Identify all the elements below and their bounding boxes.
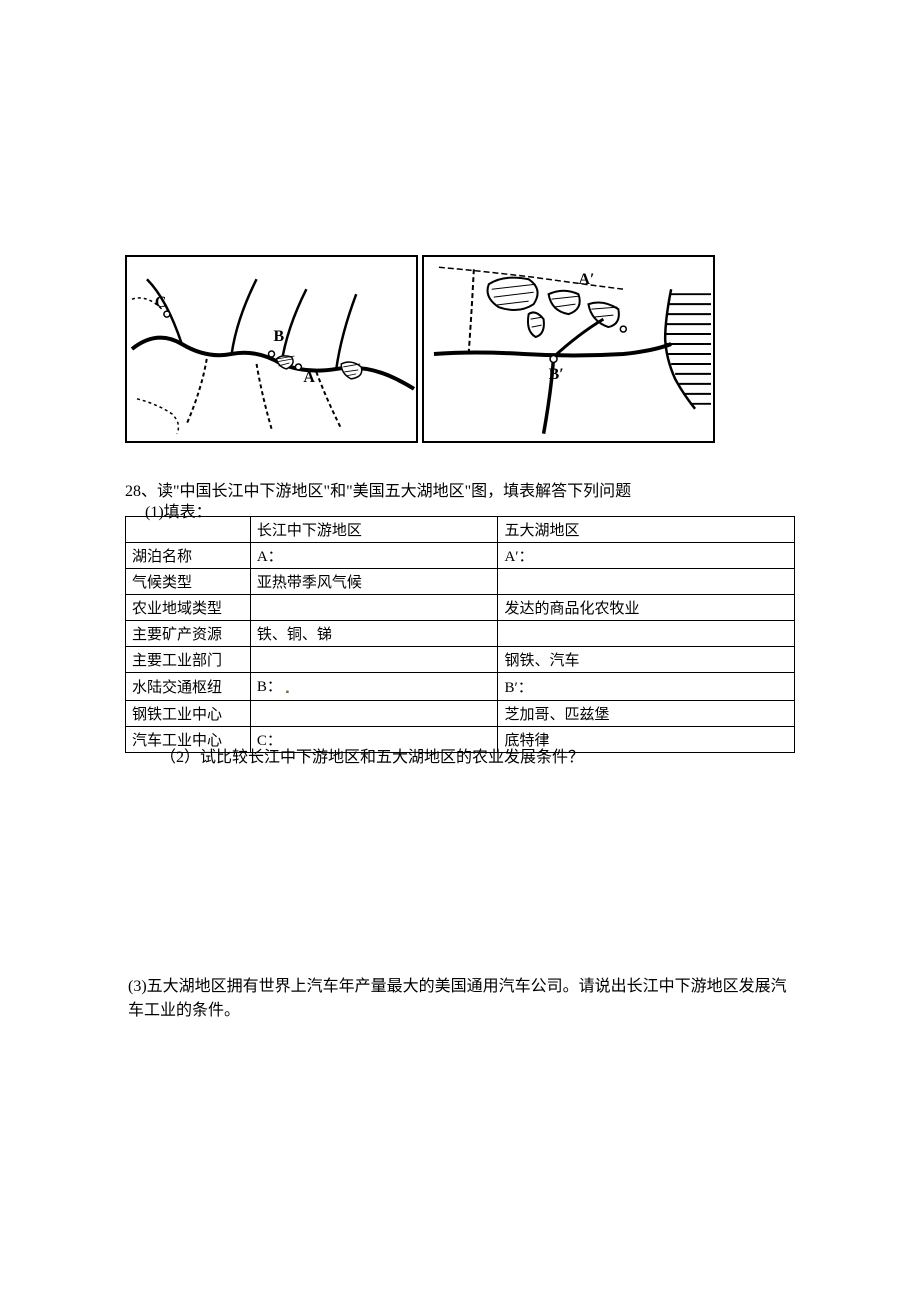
row-col3: A′： xyxy=(498,543,795,569)
map-label-a-prime: A′ xyxy=(578,271,594,288)
table-header-row: 长江中下游地区 五大湖地区 xyxy=(126,517,795,543)
map-label-b-prime: B′ xyxy=(549,366,564,383)
map-left-svg: C B A xyxy=(127,257,416,441)
row-label: 主要矿产资源 xyxy=(126,621,251,647)
header-col3: 五大湖地区 xyxy=(498,517,795,543)
table-row: 主要矿产资源 铁、铜、锑 xyxy=(126,621,795,647)
map-right-greatlakes: A′ B′ xyxy=(422,255,715,443)
table-row: 水陆交通枢纽 B： ▪ B′： xyxy=(126,673,795,701)
map-right-svg: A′ B′ xyxy=(424,257,713,441)
row-col2: B： ▪ xyxy=(250,673,498,701)
row-label: 湖泊名称 xyxy=(126,543,251,569)
comparison-table: 长江中下游地区 五大湖地区 湖泊名称 A： A′： 气候类型 亚热带季风气候 农… xyxy=(125,516,795,753)
row-col3 xyxy=(498,621,795,647)
row-label: 气候类型 xyxy=(126,569,251,595)
table-row: 主要工业部门 钢铁、汽车 xyxy=(126,647,795,673)
row-col2: 亚热带季风气候 xyxy=(250,569,498,595)
row-col3: 芝加哥、匹兹堡 xyxy=(498,701,795,727)
row-col3: B′： xyxy=(498,673,795,701)
map-label-c: C xyxy=(155,294,167,311)
row-label: 农业地域类型 xyxy=(126,595,251,621)
row-col2 xyxy=(250,701,498,727)
maps-container: C B A xyxy=(125,255,715,443)
map-label-b: B xyxy=(273,328,284,345)
table-row: 气候类型 亚热带季风气候 xyxy=(126,569,795,595)
row-col2: 铁、铜、锑 xyxy=(250,621,498,647)
header-empty xyxy=(126,517,251,543)
map-label-a: A xyxy=(303,369,315,386)
row-col3: 发达的商品化农牧业 xyxy=(498,595,795,621)
table-row: 钢铁工业中心 芝加哥、匹兹堡 xyxy=(126,701,795,727)
table-row: 湖泊名称 A： A′： xyxy=(126,543,795,569)
q28-sub3-text: (3)五大湖地区拥有世界上汽车年产量最大的美国通用汽车公司。请说出长江中下游地区… xyxy=(128,975,798,1023)
row-label: 水陆交通枢纽 xyxy=(126,673,251,701)
row-col3 xyxy=(498,569,795,595)
q28-sub2-text: （2）试比较长江中下游地区和五大湖地区的农业发展条件？ xyxy=(160,743,830,767)
row-label: 钢铁工业中心 xyxy=(126,701,251,727)
header-col2: 长江中下游地区 xyxy=(250,517,498,543)
table-row: 农业地域类型 发达的商品化农牧业 xyxy=(126,595,795,621)
row-col2 xyxy=(250,595,498,621)
footnote-mark: ▪ xyxy=(286,687,290,698)
row-col2 xyxy=(250,647,498,673)
row-col3: 钢铁、汽车 xyxy=(498,647,795,673)
map-left-changjiang: C B A xyxy=(125,255,418,443)
row-col2: A： xyxy=(250,543,498,569)
row-label: 主要工业部门 xyxy=(126,647,251,673)
